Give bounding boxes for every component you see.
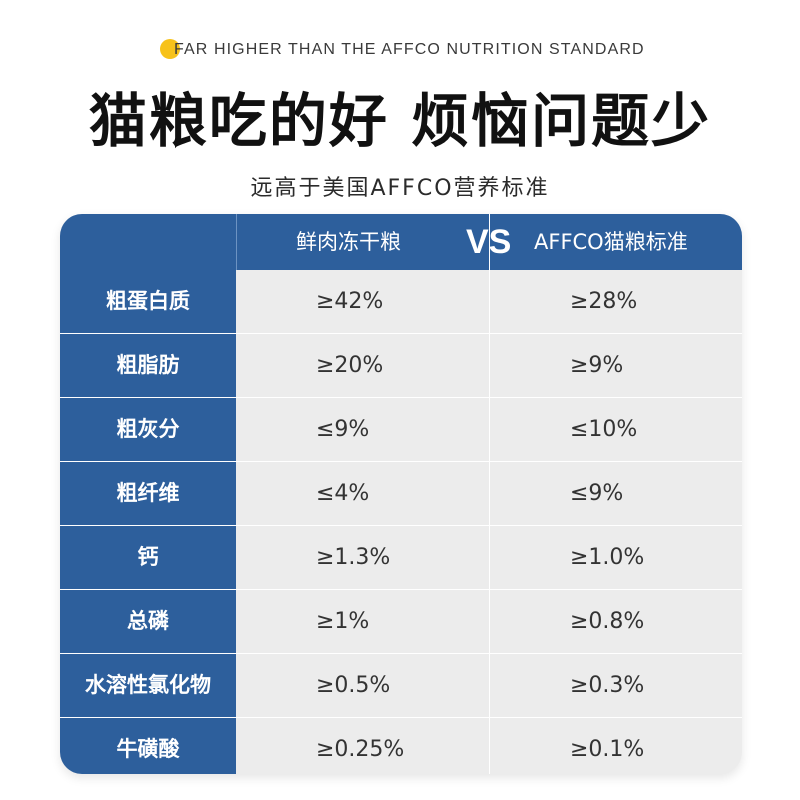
product-value: ≤9% <box>316 417 370 442</box>
standard-value: ≥0.8% <box>570 609 645 634</box>
row-label: 粗脂肪 <box>60 334 236 397</box>
row-divider <box>60 717 742 718</box>
column-header-product: 鲜肉冻干粮 <box>296 230 401 254</box>
product-value: ≥0.5% <box>316 673 391 698</box>
standard-value: ≥0.3% <box>570 673 645 698</box>
product-value: ≥1.3% <box>316 545 391 570</box>
header-divider <box>236 214 237 270</box>
english-tagline: FAR HIGHER THAN THE AFFCO NUTRITION STAN… <box>174 41 645 58</box>
row-label: 钙 <box>60 526 236 589</box>
row-divider <box>60 653 742 654</box>
table-row: 总磷 ≥1% ≥0.8% <box>60 590 742 653</box>
row-label: 粗灰分 <box>60 398 236 461</box>
nutrition-comparison-table: 鲜肉冻干粮 VS AFFCO猫粮标准 粗蛋白质 ≥42% ≥28% 粗脂肪 ≥20% ≥9… <box>60 214 742 774</box>
page-subtitle: 远高于美国AFFCO营养标准 <box>250 176 550 201</box>
row-divider <box>60 397 742 398</box>
standard-value: ≤10% <box>570 417 638 442</box>
table-row: 粗灰分 ≤9% ≤10% <box>60 398 742 461</box>
row-divider <box>60 589 742 590</box>
column-divider <box>489 214 490 774</box>
row-label: 总磷 <box>60 590 236 653</box>
row-label: 水溶性氯化物 <box>60 654 236 717</box>
row-divider <box>60 333 742 334</box>
table-row: 粗蛋白质 ≥42% ≥28% <box>60 270 742 333</box>
accent-dot <box>160 39 180 59</box>
row-label: 粗蛋白质 <box>60 270 236 333</box>
table-header-row: 鲜肉冻干粮 VS AFFCO猫粮标准 <box>60 214 742 270</box>
table-row: 牛磺酸 ≥0.25% ≥0.1% <box>60 718 742 774</box>
product-value: ≤4% <box>316 481 370 506</box>
product-value: ≥42% <box>316 289 384 314</box>
product-value: ≥20% <box>316 353 384 378</box>
standard-value: ≥0.1% <box>570 737 645 762</box>
page-headline: 猫粮吃的好 烦恼问题少 <box>88 87 712 155</box>
table-row: 钙 ≥1.3% ≥1.0% <box>60 526 742 589</box>
standard-value: ≥1.0% <box>570 545 645 570</box>
table-row: 粗纤维 ≤4% ≤9% <box>60 462 742 525</box>
row-label: 粗纤维 <box>60 462 236 525</box>
standard-value: ≥9% <box>570 353 624 378</box>
standard-value: ≥28% <box>570 289 638 314</box>
product-value: ≥0.25% <box>316 737 405 762</box>
table-row: 水溶性氯化物 ≥0.5% ≥0.3% <box>60 654 742 717</box>
row-divider <box>60 525 742 526</box>
row-label: 牛磺酸 <box>60 718 236 774</box>
table-row: 粗脂肪 ≥20% ≥9% <box>60 334 742 397</box>
column-header-standard: AFFCO猫粮标准 <box>534 230 688 254</box>
product-value: ≥1% <box>316 609 370 634</box>
standard-value: ≤9% <box>570 481 624 506</box>
row-divider <box>60 461 742 462</box>
vs-label: VS <box>466 223 512 261</box>
